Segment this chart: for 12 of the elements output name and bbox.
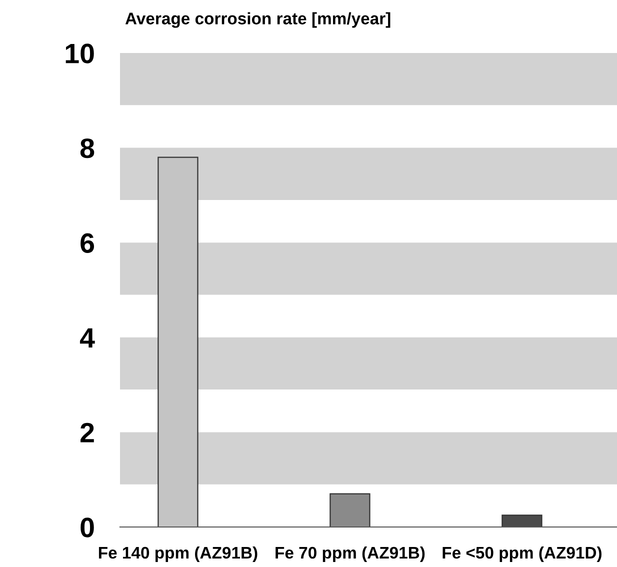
y-axis-title: Average corrosion rate [mm/year] <box>125 12 390 28</box>
y-tick-label: 2 <box>80 422 94 442</box>
y-tick-label: 10 <box>66 44 94 64</box>
y-tick-label: 8 <box>80 138 94 158</box>
y-tick-label: 0 <box>80 518 94 538</box>
x-tick-label: Fe <50 ppm (AZ91D) <box>442 546 602 562</box>
x-tick-label: Fe 140 ppm (AZ91B) <box>98 546 258 562</box>
x-tick-label: Fe 70 ppm (AZ91B) <box>276 546 425 562</box>
bar <box>330 493 370 527</box>
y-tick-label: 6 <box>80 233 94 253</box>
bar <box>158 156 198 527</box>
y-tick-label: 4 <box>80 328 95 348</box>
